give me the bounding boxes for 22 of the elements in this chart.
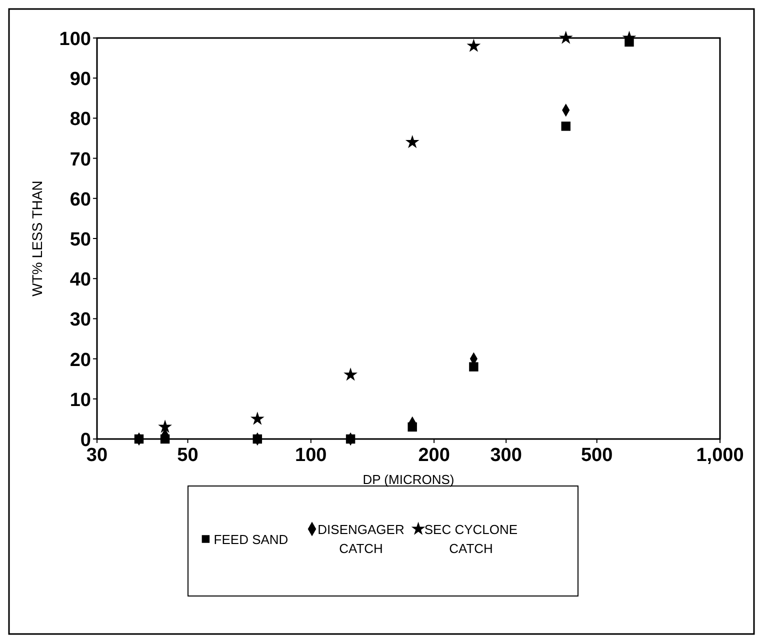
x-tick-label: 300 (490, 445, 522, 466)
y-tick-label: 20 (70, 350, 91, 371)
x-tick-label: 50 (177, 445, 198, 466)
y-tick-label: 70 (70, 149, 91, 170)
y-tick-label: 60 (70, 189, 91, 210)
x-tick-label: 100 (295, 445, 327, 466)
x-tick-label: 30 (86, 445, 108, 466)
y-axis-title: WT% LESS THAN (29, 180, 45, 296)
y-tick-label: 30 (70, 310, 91, 331)
y-tick-label: 100 (59, 29, 91, 50)
x-tick-label: 1,000 (696, 445, 744, 466)
x-axis-title: DP (MICRONS) (362, 472, 454, 487)
x-tick-label: 200 (418, 445, 450, 466)
y-tick-label: 90 (70, 69, 91, 90)
legend-label: SEC CYCLONE CATCH (424, 522, 518, 556)
y-tick-label: 80 (70, 109, 91, 130)
y-tick-label: 10 (70, 390, 91, 411)
y-tick-label: 50 (70, 230, 91, 250)
y-tick-label: 40 (70, 270, 91, 291)
x-tick-label: 500 (581, 445, 613, 466)
legend-label: DISENGAGER CATCH (318, 522, 404, 556)
legend-label: FEED SAND (214, 532, 288, 547)
